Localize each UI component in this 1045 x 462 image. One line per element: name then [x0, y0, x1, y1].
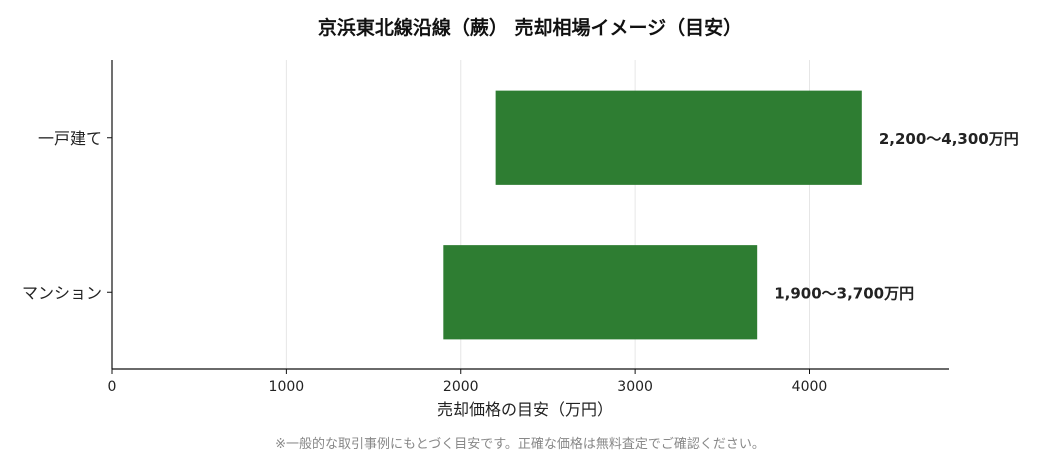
bars: 2,200〜4,300万円 1,900〜3,700万円	[443, 90, 1019, 340]
chart-title: 京浜東北線沿線（蕨） 売却相場イメージ（目安）	[318, 16, 742, 39]
y-category-label: マンション	[22, 283, 102, 302]
bar-house	[495, 90, 862, 185]
x-tick-label: 4000	[792, 379, 828, 395]
bar-mansion	[443, 245, 758, 340]
data-label: 1,900〜3,700万円	[774, 284, 914, 302]
x-tick-label: 0	[108, 379, 117, 395]
x-tick-label: 2000	[443, 379, 479, 395]
x-axis-label: 売却価格の目安（万円）	[437, 400, 613, 419]
y-category-label: 一戸建て	[38, 129, 102, 148]
x-ticks: 0 1000 2000 3000 4000	[108, 369, 828, 395]
x-tick-label: 3000	[617, 379, 653, 395]
data-label: 2,200〜4,300万円	[879, 130, 1019, 148]
x-tick-label: 1000	[269, 379, 305, 395]
footnote: ※一般的な取引事例にもとづく目安です。正確な価格は無料査定でご確認ください。	[275, 436, 765, 452]
